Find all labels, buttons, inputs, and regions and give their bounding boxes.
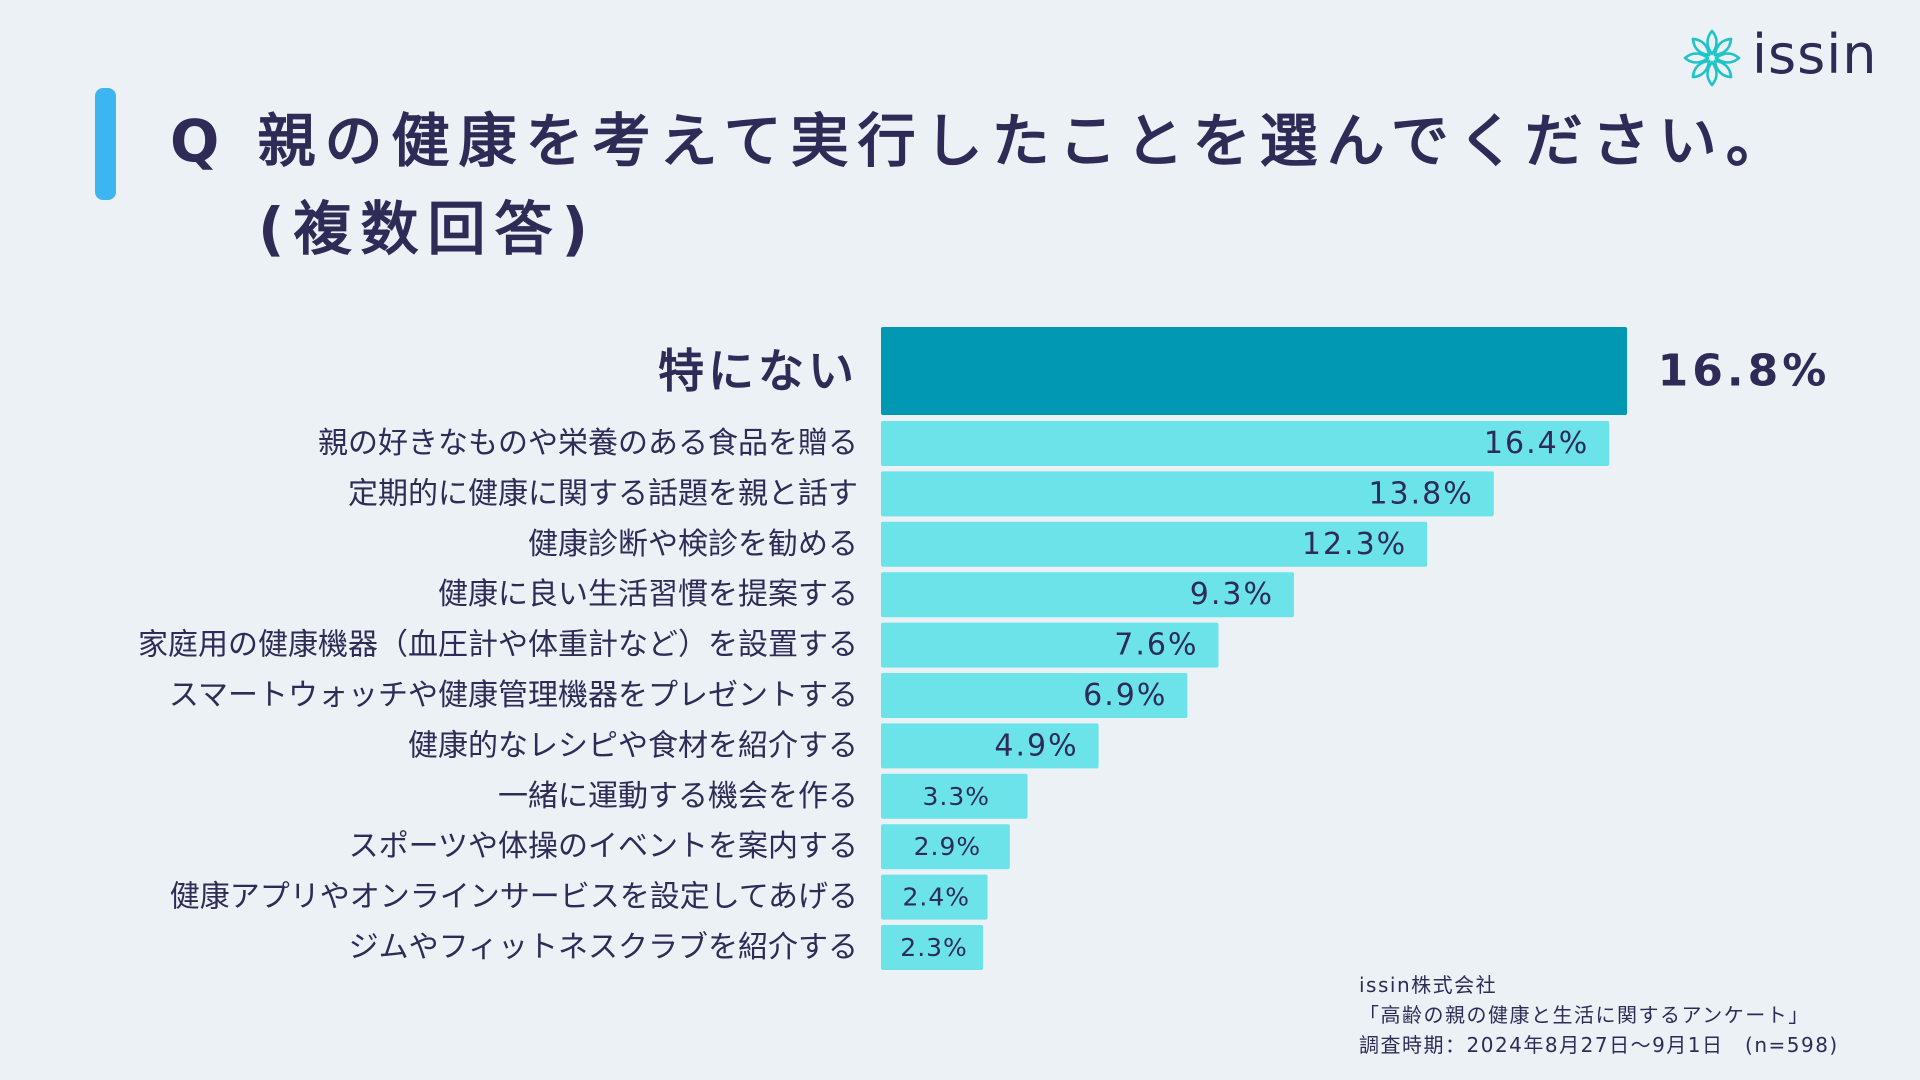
bar-highlight [881,327,1627,415]
category-label: 一緒に運動する機会を作る [498,779,858,814]
data-label: 3.3% [923,782,991,811]
bar [881,723,1099,769]
data-label: 7.6% [1114,628,1198,663]
bar [881,673,1188,718]
data-label: 16.8% [1658,346,1831,397]
source-company: issin株式会社 [1359,973,1498,997]
category-label: 親の好きなものや栄養のある食品を贈る [318,426,858,461]
category-label: 健康的なレシピや食材を紹介する [408,728,858,763]
category-label: 健康アプリやオンラインサービスを設定してあげる [170,880,858,915]
data-label: 4.9% [994,728,1078,763]
category-label: スポーツや体操のイベントを案内する [349,829,858,864]
bar [881,824,1010,870]
bar [881,622,1219,668]
bar [881,925,984,970]
category-label: 定期的に健康に関する話題を親と話す [348,476,858,511]
brand-logo: issin [1680,26,1878,90]
bar [881,874,988,920]
category-label: 特にない [658,344,858,398]
data-label: 16.4% [1484,426,1589,461]
category-label: 健康診断や検診を勧める [528,527,858,562]
data-label: 12.3% [1302,527,1407,562]
category-label: 健康に良い生活習慣を提案する [438,577,858,612]
category-label: ジムやフィットネスクラブを紹介する [349,930,858,965]
brand-name: issin [1752,23,1878,86]
category-label: 家庭用の健康機器（血圧計や体重計など）を設置する [138,628,858,663]
data-label: 2.4% [903,883,971,912]
data-label: 9.3% [1190,577,1274,612]
data-label: 6.9% [1083,678,1167,713]
bar [881,521,1428,567]
title-accent-bar [95,88,116,200]
data-label: 2.9% [914,832,982,861]
source-period: 調査時期：2024年8月27日～9月1日 (n=598) [1359,1033,1839,1057]
bar [881,773,1028,819]
page-subtitle: (複数回答) [258,195,598,263]
data-label: 13.8% [1368,476,1473,511]
bar [881,471,1494,517]
source-survey: 「高齢の親の健康と生活に関するアンケート」 [1359,1003,1810,1027]
bar [881,421,1610,466]
category-label: スマートウォッチや健康管理機器をプレゼントする [169,678,858,713]
page-title: Q 親の健康を考えて実行したことを選んでください。 [170,107,1793,175]
source-note: issin株式会社 「高齢の親の健康と生活に関するアンケート」 調査時期：202… [1359,970,1839,1060]
flower-logo-icon [1683,29,1741,87]
data-label: 2.3% [900,933,968,962]
bar [881,572,1294,618]
